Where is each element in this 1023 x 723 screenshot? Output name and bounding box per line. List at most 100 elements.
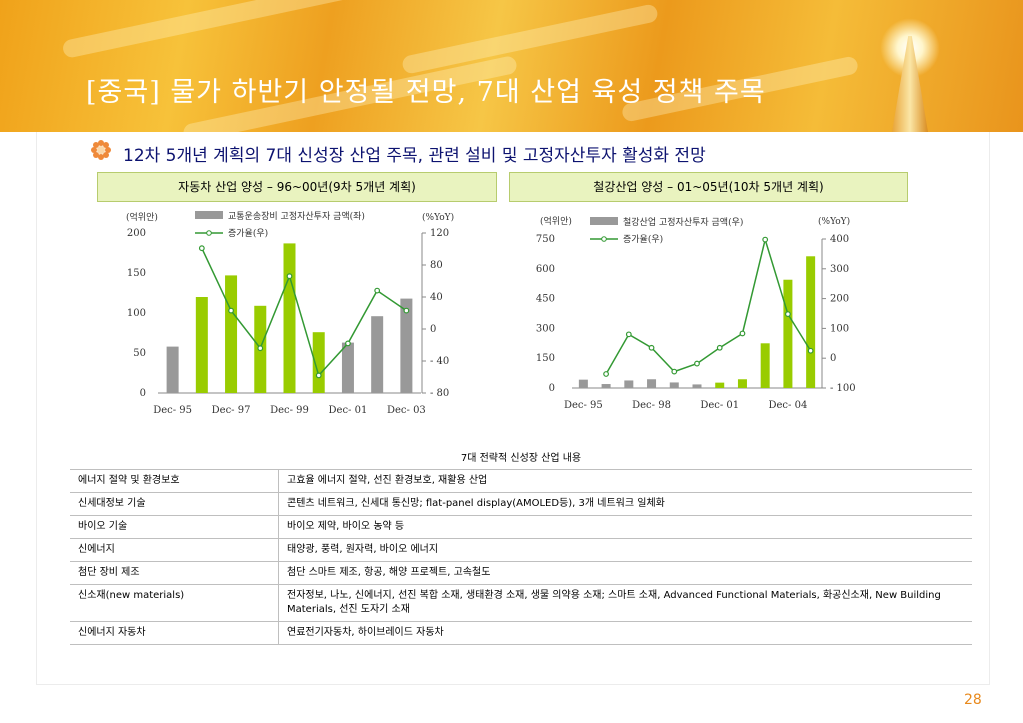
table-row: 에너지 절약 및 환경보호 고효율 에너지 절약, 선진 환경보호, 재활용 산업	[70, 469, 972, 493]
left-tick-label: 150	[127, 268, 146, 279]
growth-point	[228, 307, 234, 314]
left-tick-label: 100	[127, 308, 146, 319]
bar	[601, 384, 611, 388]
bar	[715, 382, 725, 388]
industry-table: 에너지 절약 및 환경보호 고효율 에너지 절약, 선진 환경보호, 재활용 산업…	[70, 469, 972, 645]
table-row: 신에너지 자동차 연료전기자동차, 하이브레이드 자동차	[70, 621, 972, 645]
left-tick-label: 750	[536, 234, 555, 245]
growth-point	[286, 273, 293, 280]
header-banner: [중국] 물가 하반기 안정될 전망, 7대 산업 육성 정책 주목	[0, 0, 1023, 132]
growth-point	[762, 236, 769, 243]
slide-title: [중국] 물가 하반기 안정될 전망, 7대 산업 육성 정책 주목	[86, 77, 766, 108]
growth-point	[807, 347, 814, 354]
bar	[692, 384, 702, 388]
right-tick-label: 40	[430, 292, 443, 303]
sector-cell: 에너지 절약 및 환경보호	[70, 469, 279, 493]
flower-bullet-icon	[91, 140, 111, 160]
content-cell: 고효율 에너지 절약, 선진 환경보호, 재활용 산업	[278, 469, 972, 493]
growth-line	[605, 236, 812, 375]
left-axis-unit: (억위안)	[126, 211, 158, 223]
right-tick-label: 100	[830, 323, 849, 334]
growth-point	[648, 344, 655, 351]
bar	[400, 298, 413, 393]
growth-point	[716, 344, 723, 351]
bar	[371, 316, 384, 393]
sector-cell: 신에너지	[70, 538, 279, 562]
growth-point	[257, 345, 264, 352]
bar	[647, 379, 657, 388]
right-tick-label: 400	[830, 234, 849, 245]
growth-point	[671, 368, 678, 375]
growth-line	[201, 247, 407, 377]
right-tick-label: - 100	[830, 383, 856, 394]
right-tick-label: 200	[830, 294, 849, 305]
table-row: 바이오 기술 바이오 제약, 바이오 농약 등	[70, 515, 972, 539]
bar	[737, 379, 747, 388]
sector-cell: 신에너지 자동차	[70, 621, 279, 645]
left-tick-label: 0	[549, 383, 555, 394]
left-tick-label: 50	[133, 348, 146, 359]
bar	[760, 343, 770, 388]
x-tick-label: Dec- 01	[700, 400, 739, 411]
growth-point	[198, 245, 205, 252]
x-tick-label: Dec- 01	[329, 405, 368, 416]
left-tick-label: 200	[127, 228, 146, 239]
table-row: 신소재(new materials) 전자정보, 나노, 신에너지, 선진 복합 …	[70, 584, 972, 622]
legend-line-label: 증가율(우)	[228, 228, 268, 239]
content-cell: 태양광, 풍력, 원자력, 바이오 에너지	[278, 538, 972, 562]
bar	[669, 382, 679, 388]
sector-cell: 신소재(new materials)	[70, 584, 279, 622]
left-tick-label: 600	[536, 264, 555, 275]
right-tick-label: 120	[430, 228, 449, 239]
growth-point	[694, 360, 700, 367]
growth-point	[403, 307, 410, 314]
bar	[806, 256, 816, 388]
right-tick-label: 80	[430, 260, 443, 271]
chart-steel-industry: (억위안) (%YoY) 750 600 450 300 150 0 400 300 200 100 0…	[536, 215, 856, 411]
legend-bar-swatch	[195, 211, 223, 219]
x-tick-label: Dec- 95	[153, 405, 192, 416]
bar	[624, 380, 634, 388]
bar	[783, 279, 793, 388]
content-cell: 바이오 제약, 바이오 농약 등	[278, 515, 972, 539]
legend-bar-label: 교통운송장비 고정자산투자 금액(좌)	[228, 210, 365, 222]
page-number: 28	[964, 692, 982, 708]
chart2-title-box: 철강산업 양성 – 01~05년(10차 5개년 계획)	[509, 172, 908, 202]
legend-line-marker	[206, 230, 212, 236]
content-frame	[36, 132, 990, 685]
x-tick-label: Dec- 99	[270, 405, 309, 416]
sector-cell: 신세대정보 기술	[70, 492, 279, 516]
section-heading: 12차 5개년 계획의 7대 신성장 산업 주목, 관련 설비 및 고정자산투자…	[123, 146, 706, 166]
left-tick-label: 300	[536, 323, 555, 334]
x-tick-label: Dec- 97	[212, 405, 251, 416]
table-caption: 7대 전략적 신성장 산업 내용	[460, 453, 582, 464]
growth-point	[315, 372, 322, 379]
chart1-title-box: 자동차 산업 양성 – 96~00년(9차 5개년 계획)	[97, 172, 497, 202]
legend-bar-label: 철강산업 고정자산투자 금액(우)	[623, 216, 743, 228]
left-axis-unit: (억위안)	[540, 215, 572, 227]
x-tick-label: Dec- 95	[564, 400, 603, 411]
sector-cell: 바이오 기술	[70, 515, 279, 539]
bar	[312, 332, 325, 393]
left-tick-label: 0	[140, 388, 146, 399]
left-tick-label: 450	[536, 294, 555, 305]
legend-line-label: 증가율(우)	[623, 234, 663, 245]
x-tick-label: Dec- 04	[768, 400, 807, 411]
content-cell: 콘텐츠 네트워크, 신세대 통신망; flat-panel display(AM…	[278, 492, 972, 516]
content-cell: 연료전기자동차, 하이브레이드 자동차	[278, 621, 972, 645]
right-tick-label: - 80	[430, 388, 449, 399]
bar	[283, 243, 296, 393]
legend-line-marker	[601, 236, 607, 242]
table-row: 신에너지 태양광, 풍력, 원자력, 바이오 에너지	[70, 538, 972, 562]
sector-cell: 첨단 장비 제조	[70, 561, 279, 585]
right-tick-label: 300	[830, 264, 849, 275]
x-tick-label: Dec- 98	[632, 400, 671, 411]
growth-point	[785, 311, 791, 317]
content-cell: 첨단 스마트 제조, 항공, 해양 프로젝트, 고속철도	[278, 561, 972, 585]
legend-bar-swatch	[590, 217, 618, 225]
bar	[225, 275, 238, 393]
growth-point	[603, 371, 609, 377]
bar	[578, 379, 588, 388]
right-tick-label: 0	[830, 353, 836, 364]
right-tick-label: - 40	[430, 356, 449, 367]
